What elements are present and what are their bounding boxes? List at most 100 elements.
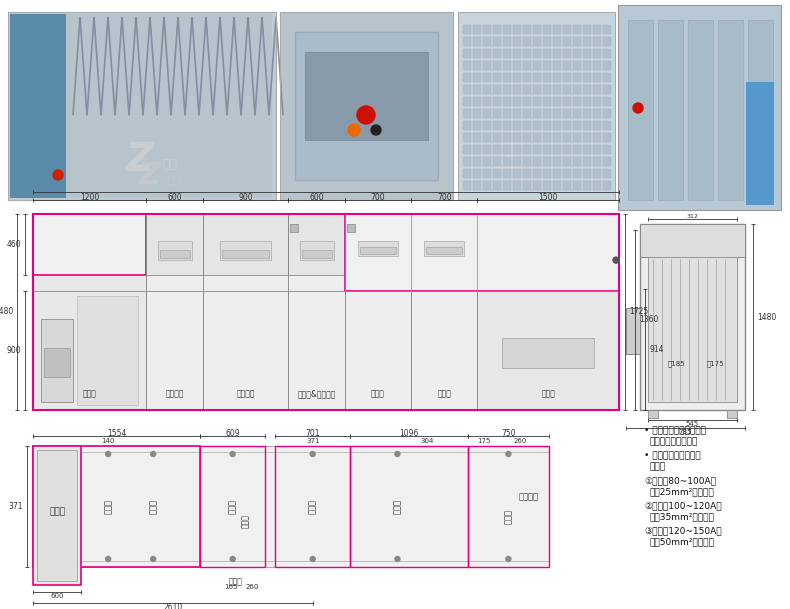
Bar: [543, 109, 551, 118]
Text: 应配25mm²国标线。: 应配25mm²国标线。: [650, 487, 715, 496]
Bar: [350, 446, 468, 567]
Bar: [553, 169, 561, 178]
Bar: [533, 37, 541, 46]
Bar: [275, 446, 350, 567]
Text: 烘干区: 烘干区: [437, 389, 451, 398]
Text: 165: 165: [224, 584, 238, 590]
Bar: [640, 224, 745, 410]
Bar: [463, 73, 471, 82]
Bar: [603, 145, 611, 154]
Bar: [295, 32, 438, 180]
Text: 600: 600: [167, 192, 182, 202]
Bar: [563, 121, 571, 130]
Circle shape: [633, 103, 643, 113]
Bar: [593, 49, 601, 58]
Bar: [563, 157, 571, 166]
Bar: [473, 37, 481, 46]
Bar: [626, 308, 640, 354]
Bar: [583, 85, 591, 94]
Text: 175: 175: [477, 438, 491, 444]
Bar: [543, 37, 551, 46]
Text: 900: 900: [6, 346, 21, 355]
Text: 1554: 1554: [107, 429, 126, 437]
Text: 哲克: 哲克: [538, 176, 551, 186]
Bar: [483, 169, 491, 178]
Bar: [543, 181, 551, 190]
Bar: [746, 82, 774, 205]
Bar: [573, 37, 581, 46]
Bar: [513, 25, 521, 34]
Bar: [483, 73, 491, 82]
Bar: [563, 145, 571, 154]
Text: 电185: 电185: [668, 360, 686, 367]
Bar: [473, 85, 481, 94]
Text: 1480: 1480: [757, 312, 777, 322]
Bar: [345, 214, 411, 410]
Bar: [533, 61, 541, 70]
Bar: [66, 14, 272, 198]
Text: 排水管: 排水管: [308, 499, 318, 514]
Bar: [513, 73, 521, 82]
Bar: [493, 157, 501, 166]
Bar: [463, 37, 471, 46]
Bar: [603, 157, 611, 166]
Text: 900: 900: [239, 192, 253, 202]
Bar: [503, 157, 511, 166]
Text: 260: 260: [514, 438, 527, 444]
Circle shape: [613, 257, 619, 263]
Bar: [543, 97, 551, 106]
Bar: [503, 133, 511, 142]
Text: 应配50mm²国标线。: 应配50mm²国标线。: [650, 537, 715, 546]
Bar: [493, 145, 501, 154]
Bar: [483, 145, 491, 154]
Bar: [603, 133, 611, 142]
Bar: [523, 157, 531, 166]
Bar: [543, 49, 551, 58]
Bar: [493, 61, 501, 70]
Text: 参考：: 参考：: [650, 462, 666, 471]
Bar: [583, 181, 591, 190]
Bar: [748, 20, 773, 200]
Bar: [523, 181, 531, 190]
Bar: [473, 97, 481, 106]
Bar: [573, 85, 581, 94]
Bar: [473, 145, 481, 154]
Text: 1360: 1360: [639, 315, 658, 325]
Bar: [583, 109, 591, 118]
Bar: [543, 85, 551, 94]
Bar: [593, 145, 601, 154]
Bar: [593, 85, 601, 94]
Bar: [41, 319, 73, 402]
Bar: [593, 37, 601, 46]
Bar: [200, 446, 265, 567]
Text: Z: Z: [415, 293, 445, 335]
Bar: [583, 133, 591, 142]
Bar: [463, 25, 471, 34]
Circle shape: [53, 170, 63, 180]
Bar: [503, 109, 511, 118]
Text: Z: Z: [496, 141, 524, 179]
Text: 排水管: 排水管: [393, 499, 402, 514]
Bar: [603, 73, 611, 82]
Bar: [523, 37, 531, 46]
Text: 哲克: 哲克: [202, 309, 217, 323]
Bar: [533, 49, 541, 58]
Text: 入口区: 入口区: [83, 389, 96, 398]
Bar: [628, 20, 653, 200]
Bar: [33, 214, 619, 410]
Bar: [493, 73, 501, 82]
Bar: [553, 157, 561, 166]
Bar: [503, 37, 511, 46]
Bar: [513, 145, 521, 154]
Bar: [563, 25, 571, 34]
Bar: [553, 145, 561, 154]
Bar: [563, 109, 571, 118]
Bar: [493, 169, 501, 178]
Bar: [523, 61, 531, 70]
Bar: [533, 133, 541, 142]
Bar: [543, 157, 551, 166]
Text: Z: Z: [509, 161, 531, 190]
Bar: [493, 37, 501, 46]
Bar: [563, 49, 571, 58]
Bar: [603, 25, 611, 34]
